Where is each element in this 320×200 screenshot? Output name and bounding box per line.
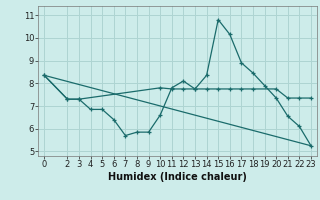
X-axis label: Humidex (Indice chaleur): Humidex (Indice chaleur) bbox=[108, 172, 247, 182]
